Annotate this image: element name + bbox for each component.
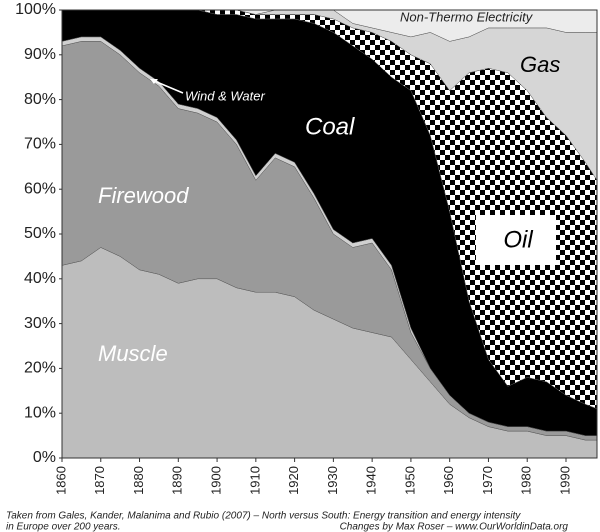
label-arrow: [151, 79, 184, 94]
y-tick-label: 60%: [24, 180, 56, 197]
x-tick-label: 1940: [364, 466, 379, 495]
footnote: in Europe over 200 years.: [6, 522, 121, 532]
x-tick-label: 1930: [325, 466, 340, 495]
x-tick-label: 1980: [519, 466, 534, 495]
y-tick-label: 0%: [33, 449, 56, 466]
x-tick-label: 1860: [53, 466, 68, 495]
y-tick-label: 40%: [24, 270, 56, 287]
x-tick-label: 1960: [441, 466, 456, 495]
footnote: Changes by Max Roser – www.OurWorldinDat…: [340, 522, 569, 532]
y-tick-label: 90%: [24, 46, 56, 63]
x-tick-label: 1950: [402, 466, 417, 495]
y-tick-label: 10%: [24, 404, 56, 421]
y-tick-label: 70%: [24, 136, 56, 153]
series-label: Wind & Water: [185, 88, 266, 103]
y-tick-label: 30%: [24, 315, 56, 332]
x-tick-label: 1910: [247, 466, 262, 495]
series-label: Muscle: [98, 341, 168, 366]
label-box: [476, 215, 556, 265]
y-tick-label: 20%: [24, 360, 56, 377]
arrow-head: [150, 79, 158, 84]
series-label: Firewood: [98, 183, 189, 208]
series-label: Non-Thermo Electricity: [400, 9, 534, 24]
x-tick-label: 1920: [286, 466, 301, 495]
series-label: Coal: [305, 113, 355, 140]
x-tick-label: 1870: [92, 466, 107, 495]
x-tick-label: 1880: [131, 466, 146, 495]
x-tick-label: 1990: [557, 466, 572, 495]
x-tick-label: 1970: [480, 466, 495, 495]
y-tick-label: 80%: [24, 91, 56, 108]
y-tick-label: 50%: [24, 225, 56, 242]
footnote: Taken from Gales, Kander, Malanima and R…: [6, 511, 521, 522]
x-tick-label: 1890: [170, 466, 185, 495]
y-tick-label: 100%: [15, 1, 56, 18]
series-label: Gas: [520, 52, 560, 77]
x-tick-label: 1900: [209, 466, 224, 495]
series-label: Oil: [503, 226, 533, 253]
